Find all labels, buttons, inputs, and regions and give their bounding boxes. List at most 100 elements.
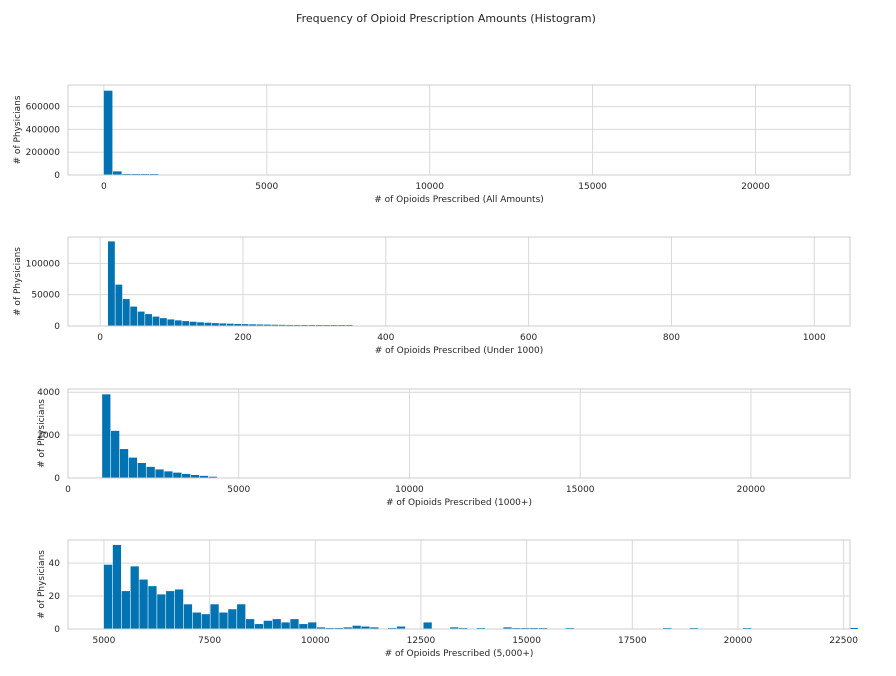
histogram-bar — [102, 394, 111, 478]
histogram-bar — [272, 619, 281, 629]
x-tick-label: 0 — [101, 182, 107, 192]
x-axis-label: # of Opioids Prescribed (1000+) — [386, 498, 532, 508]
x-tick-label: 600 — [520, 333, 537, 343]
y-axis-label: # of Physicians — [13, 247, 23, 316]
x-tick-label: 12500 — [407, 636, 436, 646]
histogram-bar — [237, 604, 246, 629]
histogram-bar — [370, 627, 379, 629]
histogram-bar — [130, 566, 139, 629]
histogram-bar — [211, 323, 219, 326]
x-tick-label: 15000 — [512, 636, 541, 646]
histogram-bar — [130, 306, 138, 326]
histogram-bar — [113, 171, 122, 175]
histogram-bar — [254, 624, 264, 629]
x-tick-label: 5000 — [92, 636, 115, 646]
histogram-bar — [249, 324, 256, 326]
histogram-bar — [122, 299, 130, 326]
x-tick-label: 20000 — [741, 182, 770, 192]
y-tick-label: 20 — [49, 592, 61, 602]
x-tick-label: 17500 — [618, 636, 647, 646]
histogram-bar — [197, 322, 204, 326]
histogram-bar — [111, 430, 120, 478]
y-tick-label: 400000 — [26, 125, 61, 135]
axes-frame — [67, 84, 851, 176]
histogram-bar — [208, 476, 217, 478]
histogram-bar — [146, 466, 155, 478]
x-tick-label: 0 — [97, 333, 103, 343]
histogram-bar — [271, 324, 279, 326]
x-axis-label: # of Opioids Prescribed (5,000+) — [385, 649, 534, 659]
histogram-all-amounts: 0 5000 10000 15000 200000200000400000600000#… — [13, 84, 851, 205]
x-tick-label: 15000 — [578, 182, 607, 192]
y-axis-label: # of Physicians — [37, 550, 47, 619]
x-tick-label: 0 — [65, 485, 71, 495]
histogram-bar — [423, 622, 432, 629]
histogram-bar — [226, 323, 234, 326]
x-tick-label: 15000 — [566, 485, 595, 495]
y-tick-label: 0 — [54, 474, 60, 484]
histogram-bar — [119, 449, 129, 478]
histogram-bar — [210, 604, 219, 629]
y-tick-label: 600000 — [26, 103, 61, 113]
x-tick-label: 200 — [234, 333, 251, 343]
histogram-bar — [204, 322, 212, 326]
histogram-bar — [299, 624, 308, 629]
histogram-bar — [112, 544, 122, 629]
histogram-bar — [164, 471, 173, 478]
x-tick-label: 7500 — [198, 636, 221, 646]
histogram-bar — [128, 457, 138, 478]
histogram-bar — [121, 591, 130, 629]
histogram-bar — [174, 320, 182, 326]
histogram-bar — [316, 627, 326, 629]
histogram-bar — [145, 314, 152, 326]
x-tick-label: 20000 — [737, 485, 766, 495]
histogram-under-1000: 0 200 400 600 800 1000 0 50000 100000 # of Opioid… — [13, 236, 851, 356]
histogram-bar — [308, 622, 317, 629]
x-axis-label: # of Opioids Prescribed (All Amounts) — [374, 195, 544, 205]
histogram-bar — [503, 627, 512, 629]
x-tick-label: 800 — [663, 333, 680, 343]
y-axis-label: # of Physicians — [37, 399, 47, 468]
histogram-bar — [219, 323, 227, 326]
x-tick-label: 10000 — [395, 485, 424, 495]
x-tick-label: 400 — [377, 333, 394, 343]
histogram-bar — [183, 604, 193, 629]
histogram-bar — [190, 474, 200, 478]
histogram-bar — [234, 323, 242, 326]
y-tick-label: 40 — [49, 559, 61, 569]
x-tick-label: 10000 — [415, 182, 444, 192]
histogram-bar — [219, 612, 228, 629]
axes-frame — [67, 236, 851, 327]
y-tick-label: 4000 — [37, 388, 60, 398]
x-tick-label: 5000 — [227, 485, 250, 495]
histogram-bar — [263, 620, 272, 629]
y-axis-label: # of Physicians — [13, 95, 23, 164]
histogram-bar — [182, 321, 190, 326]
histogram-bar — [157, 594, 166, 629]
histogram-bar — [228, 609, 237, 629]
histogram-bar — [107, 241, 115, 326]
x-tick-label: 1000 — [803, 333, 826, 343]
histogram-bar — [361, 626, 370, 629]
histogram-bar — [167, 319, 175, 326]
histogram-bar — [103, 90, 113, 175]
y-tick-label: 100000 — [26, 259, 61, 269]
histogram-bar — [278, 324, 286, 326]
histogram-bar — [166, 591, 175, 629]
histogram-bar — [115, 284, 123, 326]
histogram-bar — [139, 579, 148, 629]
histogram-bar — [173, 472, 182, 478]
histogram-bar — [152, 316, 160, 326]
axes-frame — [67, 388, 851, 479]
x-axis-label: # of Opioids Prescribed (Under 1000) — [375, 346, 544, 356]
y-tick-label: 200000 — [26, 148, 61, 158]
histogram-bar — [199, 475, 209, 478]
histogram-bar — [155, 469, 164, 478]
x-tick-label: 5000 — [255, 182, 278, 192]
histogram-bar — [396, 626, 406, 629]
histogram-bar — [182, 473, 191, 478]
histogram-bar — [189, 321, 197, 326]
histogram-bar — [148, 586, 157, 629]
histogram-bar — [290, 619, 299, 629]
histogram-bar — [352, 625, 361, 629]
